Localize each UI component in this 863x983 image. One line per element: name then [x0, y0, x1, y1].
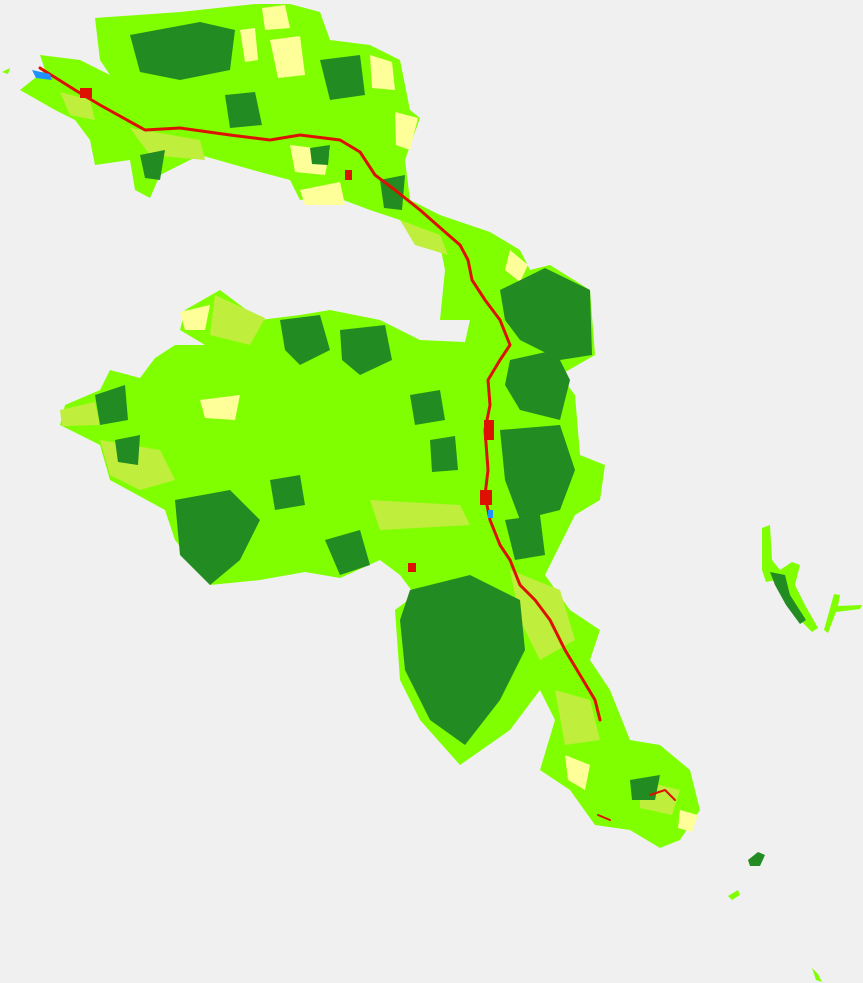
- agri-patch: [678, 810, 698, 832]
- agri-patch: [395, 112, 418, 150]
- road-spur: [649, 789, 676, 801]
- forest-block-central: [280, 315, 330, 365]
- forest-block: [410, 390, 445, 425]
- region-speck-3: [2, 68, 10, 74]
- agri-patch: [370, 55, 395, 90]
- forest-block-central-3: [325, 530, 370, 575]
- forest-block-west: [175, 490, 260, 585]
- forest-block-west-4: [115, 435, 140, 465]
- agri-patch: [200, 395, 240, 420]
- region-speck-1: [728, 890, 740, 900]
- agri-patch: [240, 28, 258, 62]
- forest-block-central-2: [340, 325, 392, 375]
- forest-block-south: [400, 575, 525, 745]
- forest-block-west-3: [95, 385, 128, 425]
- urban-block: [345, 170, 352, 180]
- urban-block: [80, 88, 92, 98]
- region-east-branch: [824, 594, 862, 633]
- agri-patch: [270, 36, 305, 78]
- urban-layer: [38, 66, 676, 821]
- urban-blocks: [80, 88, 494, 572]
- mixed-band: [130, 128, 205, 160]
- water-body: [32, 70, 52, 80]
- agri-patch: [262, 5, 290, 30]
- urban-block: [480, 490, 492, 505]
- forest-block: [140, 150, 165, 180]
- water-layer: [32, 70, 493, 518]
- forest-layer: [95, 22, 806, 866]
- region-speck-2: [812, 968, 822, 982]
- mixed-band: [370, 500, 470, 530]
- agri-patch: [565, 755, 590, 790]
- road-main: [38, 66, 602, 722]
- urban-block: [408, 563, 416, 572]
- forest-block: [320, 55, 365, 100]
- forest-block-north: [130, 22, 235, 80]
- mixed-band: [60, 92, 95, 120]
- forest-block-east-mid: [505, 350, 570, 420]
- forest-block-east-strip: [505, 515, 545, 560]
- mixed-band: [555, 690, 600, 745]
- mixed-vegetation-layer: [60, 92, 680, 815]
- water-body: [488, 510, 493, 518]
- road-spur: [597, 814, 611, 821]
- forest-speck: [748, 852, 765, 866]
- region-east-strand: [762, 525, 818, 632]
- forest-block-east-strand: [770, 572, 806, 624]
- agricultural-layer: [180, 5, 698, 832]
- mixed-band: [60, 402, 100, 426]
- forest-block: [225, 92, 262, 128]
- agri-patch: [505, 250, 528, 282]
- mixed-band: [210, 295, 265, 345]
- mixed-band: [400, 220, 448, 255]
- agri-patch: [180, 305, 210, 330]
- forest-block: [430, 436, 458, 472]
- forest-block: [310, 145, 330, 165]
- forest-block-east-low: [500, 425, 575, 520]
- urban-block: [484, 420, 494, 440]
- agri-patch: [300, 182, 345, 205]
- forest-block-east: [500, 268, 592, 360]
- forest-block-west-2: [270, 475, 305, 510]
